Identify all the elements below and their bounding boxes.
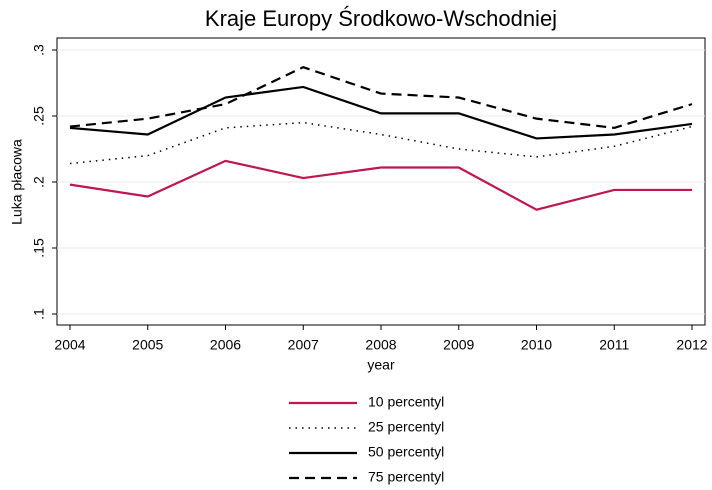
legend-label: 10 percentyl xyxy=(368,394,444,410)
x-tick-label: 2008 xyxy=(365,337,396,353)
x-tick-label: 2006 xyxy=(210,337,241,353)
y-tick-label: .1 xyxy=(31,308,47,320)
line-series xyxy=(69,85,693,140)
x-tick-label: 2009 xyxy=(443,337,474,353)
y-tick-label: .2 xyxy=(31,176,47,188)
y-tick-label: .15 xyxy=(31,238,47,258)
x-axis-label: year xyxy=(367,357,395,373)
x-tick-label: 2007 xyxy=(288,337,319,353)
legend-label: 50 percentyl xyxy=(368,444,444,460)
legend-label: 75 percentyl xyxy=(368,469,444,485)
x-tick-label: 2010 xyxy=(521,337,552,353)
x-tick-label: 2011 xyxy=(599,337,629,353)
x-tick-label: 2004 xyxy=(54,337,85,353)
x-tick-label: 2005 xyxy=(132,337,163,353)
chart-title: Kraje Europy Środkowo-Wschodniej xyxy=(205,6,557,31)
y-tick-label: .3 xyxy=(31,44,47,56)
y-tick-label: .25 xyxy=(31,106,47,126)
y-axis-label: Luka płacowa xyxy=(9,139,25,225)
line-series xyxy=(69,65,693,129)
x-tick-label: 2012 xyxy=(676,337,707,353)
line-series xyxy=(69,121,693,165)
legend-label: 25 percentyl xyxy=(368,419,444,435)
line-series xyxy=(69,159,692,211)
